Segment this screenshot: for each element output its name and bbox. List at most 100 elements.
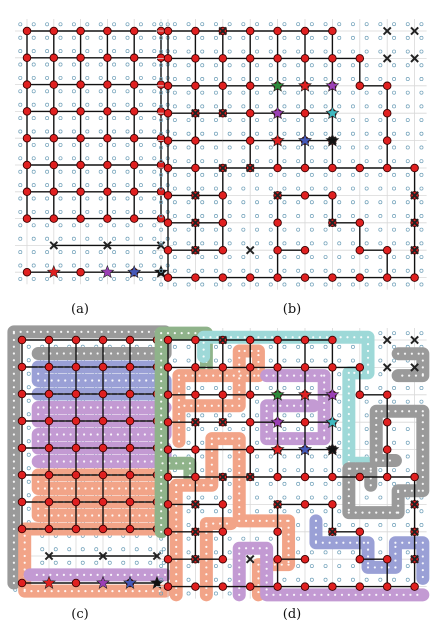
node-dot	[301, 27, 309, 35]
sub-grid-dot	[59, 103, 62, 106]
sub-grid-dot	[420, 228, 423, 231]
sub-grid-dot	[283, 578, 286, 581]
sub-grid-dot	[283, 146, 286, 149]
sub-grid-dot	[269, 187, 272, 190]
sub-grid-dot	[324, 91, 327, 94]
node-dot	[164, 446, 172, 454]
path-dot	[292, 336, 294, 338]
path-dot	[363, 542, 365, 544]
node-dot	[329, 501, 337, 509]
sub-grid-dot	[255, 50, 258, 53]
sub-grid-dot	[310, 414, 313, 417]
path-dot	[287, 533, 289, 535]
sub-grid-dot	[283, 242, 286, 245]
sub-grid-dot	[242, 118, 245, 121]
path-dot	[394, 542, 396, 544]
node-dot	[274, 336, 282, 344]
sub-grid-dot	[228, 551, 231, 554]
path-dot	[245, 520, 247, 522]
sub-grid-dot	[338, 482, 341, 485]
sub-grid-dot	[19, 63, 22, 66]
path-dot	[348, 392, 350, 394]
sub-grid-dot	[324, 269, 327, 272]
path-dot	[178, 385, 180, 387]
node-dot	[45, 525, 53, 533]
sub-grid-dot	[379, 23, 382, 26]
node-dot	[383, 391, 391, 399]
sub-grid-dot	[187, 441, 190, 444]
node-dot	[104, 54, 112, 62]
node-dot	[77, 134, 85, 142]
sub-grid-dot	[214, 36, 217, 39]
sub-grid-dot	[365, 400, 368, 403]
sub-grid-dot	[27, 399, 30, 402]
path-dot	[141, 331, 143, 333]
sub-grid-dot	[269, 255, 272, 258]
sub-grid-dot	[351, 242, 354, 245]
node-dot	[356, 82, 364, 90]
node-dot	[45, 363, 53, 371]
sub-grid-dot	[86, 264, 89, 267]
sub-grid-dot	[255, 160, 258, 163]
sub-grid-dot	[269, 36, 272, 39]
sub-grid-dot	[187, 551, 190, 554]
path-dot	[63, 574, 65, 576]
path-dot	[145, 487, 147, 489]
sub-grid-dot	[379, 482, 382, 485]
path-dot	[37, 433, 39, 435]
sub-grid-dot	[283, 427, 286, 430]
sub-grid-dot	[351, 564, 354, 567]
path-dot	[114, 331, 116, 333]
sub-grid-dot	[99, 143, 102, 146]
node-dot	[164, 219, 172, 227]
path-dot	[348, 433, 350, 435]
path-dot	[287, 561, 289, 563]
sub-grid-dot	[153, 90, 156, 93]
node-dot	[356, 583, 364, 591]
sub-grid-dot	[139, 23, 142, 26]
sub-grid-dot	[228, 414, 231, 417]
sub-grid-dot	[201, 105, 204, 108]
sub-grid-dot	[297, 187, 300, 190]
path-dot	[408, 542, 410, 544]
path-dot	[70, 406, 72, 408]
path-dot	[382, 594, 384, 596]
sub-grid-dot	[99, 90, 102, 93]
sub-grid-dot	[283, 482, 286, 485]
sub-grid-dot	[269, 283, 272, 286]
path-dot	[374, 566, 376, 568]
sub-grid-dot	[392, 214, 395, 217]
path-dot	[13, 413, 15, 415]
sub-grid-dot	[59, 277, 62, 280]
path-dot	[422, 469, 424, 471]
sub-grid-dot	[27, 372, 30, 375]
sub-grid-dot	[19, 103, 22, 106]
path-dot	[13, 575, 15, 577]
path-dot	[212, 522, 214, 524]
sub-grid-dot	[379, 537, 382, 540]
sub-grid-dot	[420, 242, 423, 245]
path-dot	[118, 590, 120, 592]
sub-grid-dot	[19, 50, 22, 53]
node-dot	[18, 471, 26, 479]
path-dot	[238, 444, 240, 446]
sub-grid-dot	[228, 386, 231, 389]
path-dot	[422, 428, 424, 430]
sub-grid-dot	[153, 143, 156, 146]
node-dot	[104, 161, 112, 169]
path-dot	[238, 479, 240, 481]
path-dot	[231, 438, 233, 440]
path-dot	[219, 375, 221, 377]
sub-grid-dot	[187, 427, 190, 430]
sub-grid-dot	[72, 90, 75, 93]
sub-grid-dot	[139, 184, 142, 187]
sub-grid-dot	[41, 561, 44, 564]
sub-grid-dot	[269, 228, 272, 231]
sub-grid-dot	[255, 255, 258, 258]
sub-grid-dot	[297, 173, 300, 176]
sub-grid-dot	[310, 283, 313, 286]
sub-grid-dot	[228, 173, 231, 176]
sub-grid-dot	[406, 64, 409, 67]
sub-grid-dot	[201, 146, 204, 149]
sub-grid-dot	[283, 36, 286, 39]
